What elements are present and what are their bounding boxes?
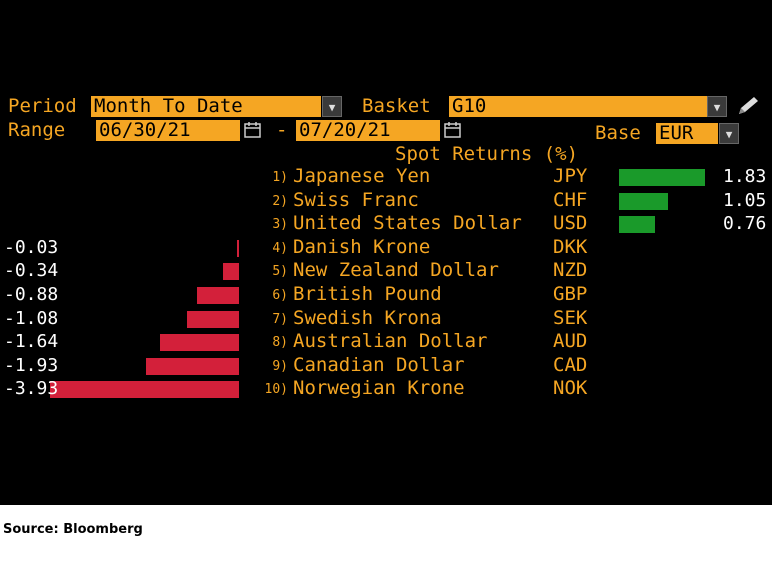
return-value-label: -0.34 (4, 260, 59, 282)
chevron-down-icon: ▼ (328, 101, 336, 114)
currency-name: Japanese Yen (293, 165, 431, 187)
currency-code: JPY (553, 165, 588, 187)
return-bar (196, 287, 239, 304)
row-rank: 7) (272, 311, 288, 327)
range-separator: - (276, 119, 288, 141)
range-end-input[interactable]: 07/20/21 (296, 120, 440, 141)
base-dropdown-button[interactable]: ▼ (719, 123, 739, 144)
return-bar (187, 310, 239, 328)
currency-code: SEK (553, 306, 588, 329)
row-rank: 4) (272, 240, 288, 256)
return-bar (619, 192, 669, 210)
return-value-label: -1.08 (4, 307, 59, 329)
basket-dropdown-button[interactable]: ▼ (707, 96, 727, 117)
currency-name: British Pound (293, 283, 442, 305)
basket-select[interactable]: G10 (449, 96, 707, 117)
return-bar (619, 216, 655, 234)
return-bar (222, 263, 239, 281)
period-dropdown-button[interactable]: ▼ (322, 96, 342, 117)
return-bar (237, 239, 239, 257)
basket-label: Basket (362, 95, 431, 117)
currency-code: DKK (553, 235, 588, 258)
chart-title: Spot Returns (%) (395, 143, 579, 165)
range-start-input[interactable]: 06/30/21 (96, 120, 240, 141)
row-rank: 3) (272, 217, 288, 233)
currency-name: Norwegian Krone (293, 377, 465, 400)
currency-name: United States Dollar (293, 212, 522, 235)
currency-code: GBP (553, 283, 588, 305)
base-label: Base (595, 122, 641, 144)
row-rank: 2) (272, 193, 288, 209)
chevron-down-icon: ▼ (725, 128, 733, 141)
base-select[interactable]: EUR (656, 123, 718, 144)
currency-name: New Zealand Dollar (293, 259, 499, 282)
currency-code: NOK (553, 377, 588, 400)
source-note: Source: Bloomberg (3, 522, 143, 537)
currency-name: Swiss Franc (293, 188, 419, 211)
return-bar (50, 381, 239, 399)
return-value-label: 0.76 (723, 213, 767, 235)
return-value-label: -1.64 (4, 331, 59, 353)
period-select[interactable]: Month To Date (91, 96, 321, 117)
currency-code: AUD (553, 330, 588, 353)
row-rank: 1) (272, 170, 288, 185)
currency-name: Danish Krone (293, 235, 431, 258)
currency-code: CHF (553, 188, 588, 211)
row-rank: 5) (272, 264, 288, 280)
return-bar (619, 169, 705, 186)
return-value-label: 1.05 (723, 189, 767, 211)
return-value-label: -0.88 (4, 284, 59, 305)
return-bar (160, 334, 239, 352)
row-rank: 9) (272, 358, 288, 374)
chevron-down-icon: ▼ (713, 101, 721, 114)
currency-name: Australian Dollar (293, 330, 488, 353)
spot-returns-chart: 1) Japanese Yen JPY 1.83 2) Swiss Franc CHF 1.0… (4, 165, 767, 400)
return-value-label: -0.03 (4, 236, 59, 258)
pencil-icon[interactable] (736, 95, 762, 117)
currency-code: NZD (553, 259, 588, 282)
currency-name: Swedish Krona (293, 306, 442, 329)
calendar-icon[interactable] (243, 120, 263, 141)
row-rank: 6) (272, 288, 288, 303)
return-value-label: -1.93 (4, 354, 59, 376)
period-label: Period (8, 95, 77, 117)
row-rank: 10) (264, 382, 288, 398)
currency-name: Canadian Dollar (293, 353, 465, 376)
calendar-icon[interactable] (443, 120, 463, 141)
return-value-label: -3.93 (4, 378, 59, 400)
range-label: Range (8, 119, 66, 141)
footer-panel (0, 505, 772, 585)
currency-code: USD (553, 212, 588, 235)
return-value-label: 1.83 (723, 166, 767, 187)
currency-code: CAD (553, 353, 588, 376)
row-rank: 8) (272, 335, 288, 351)
return-bar (146, 357, 239, 375)
